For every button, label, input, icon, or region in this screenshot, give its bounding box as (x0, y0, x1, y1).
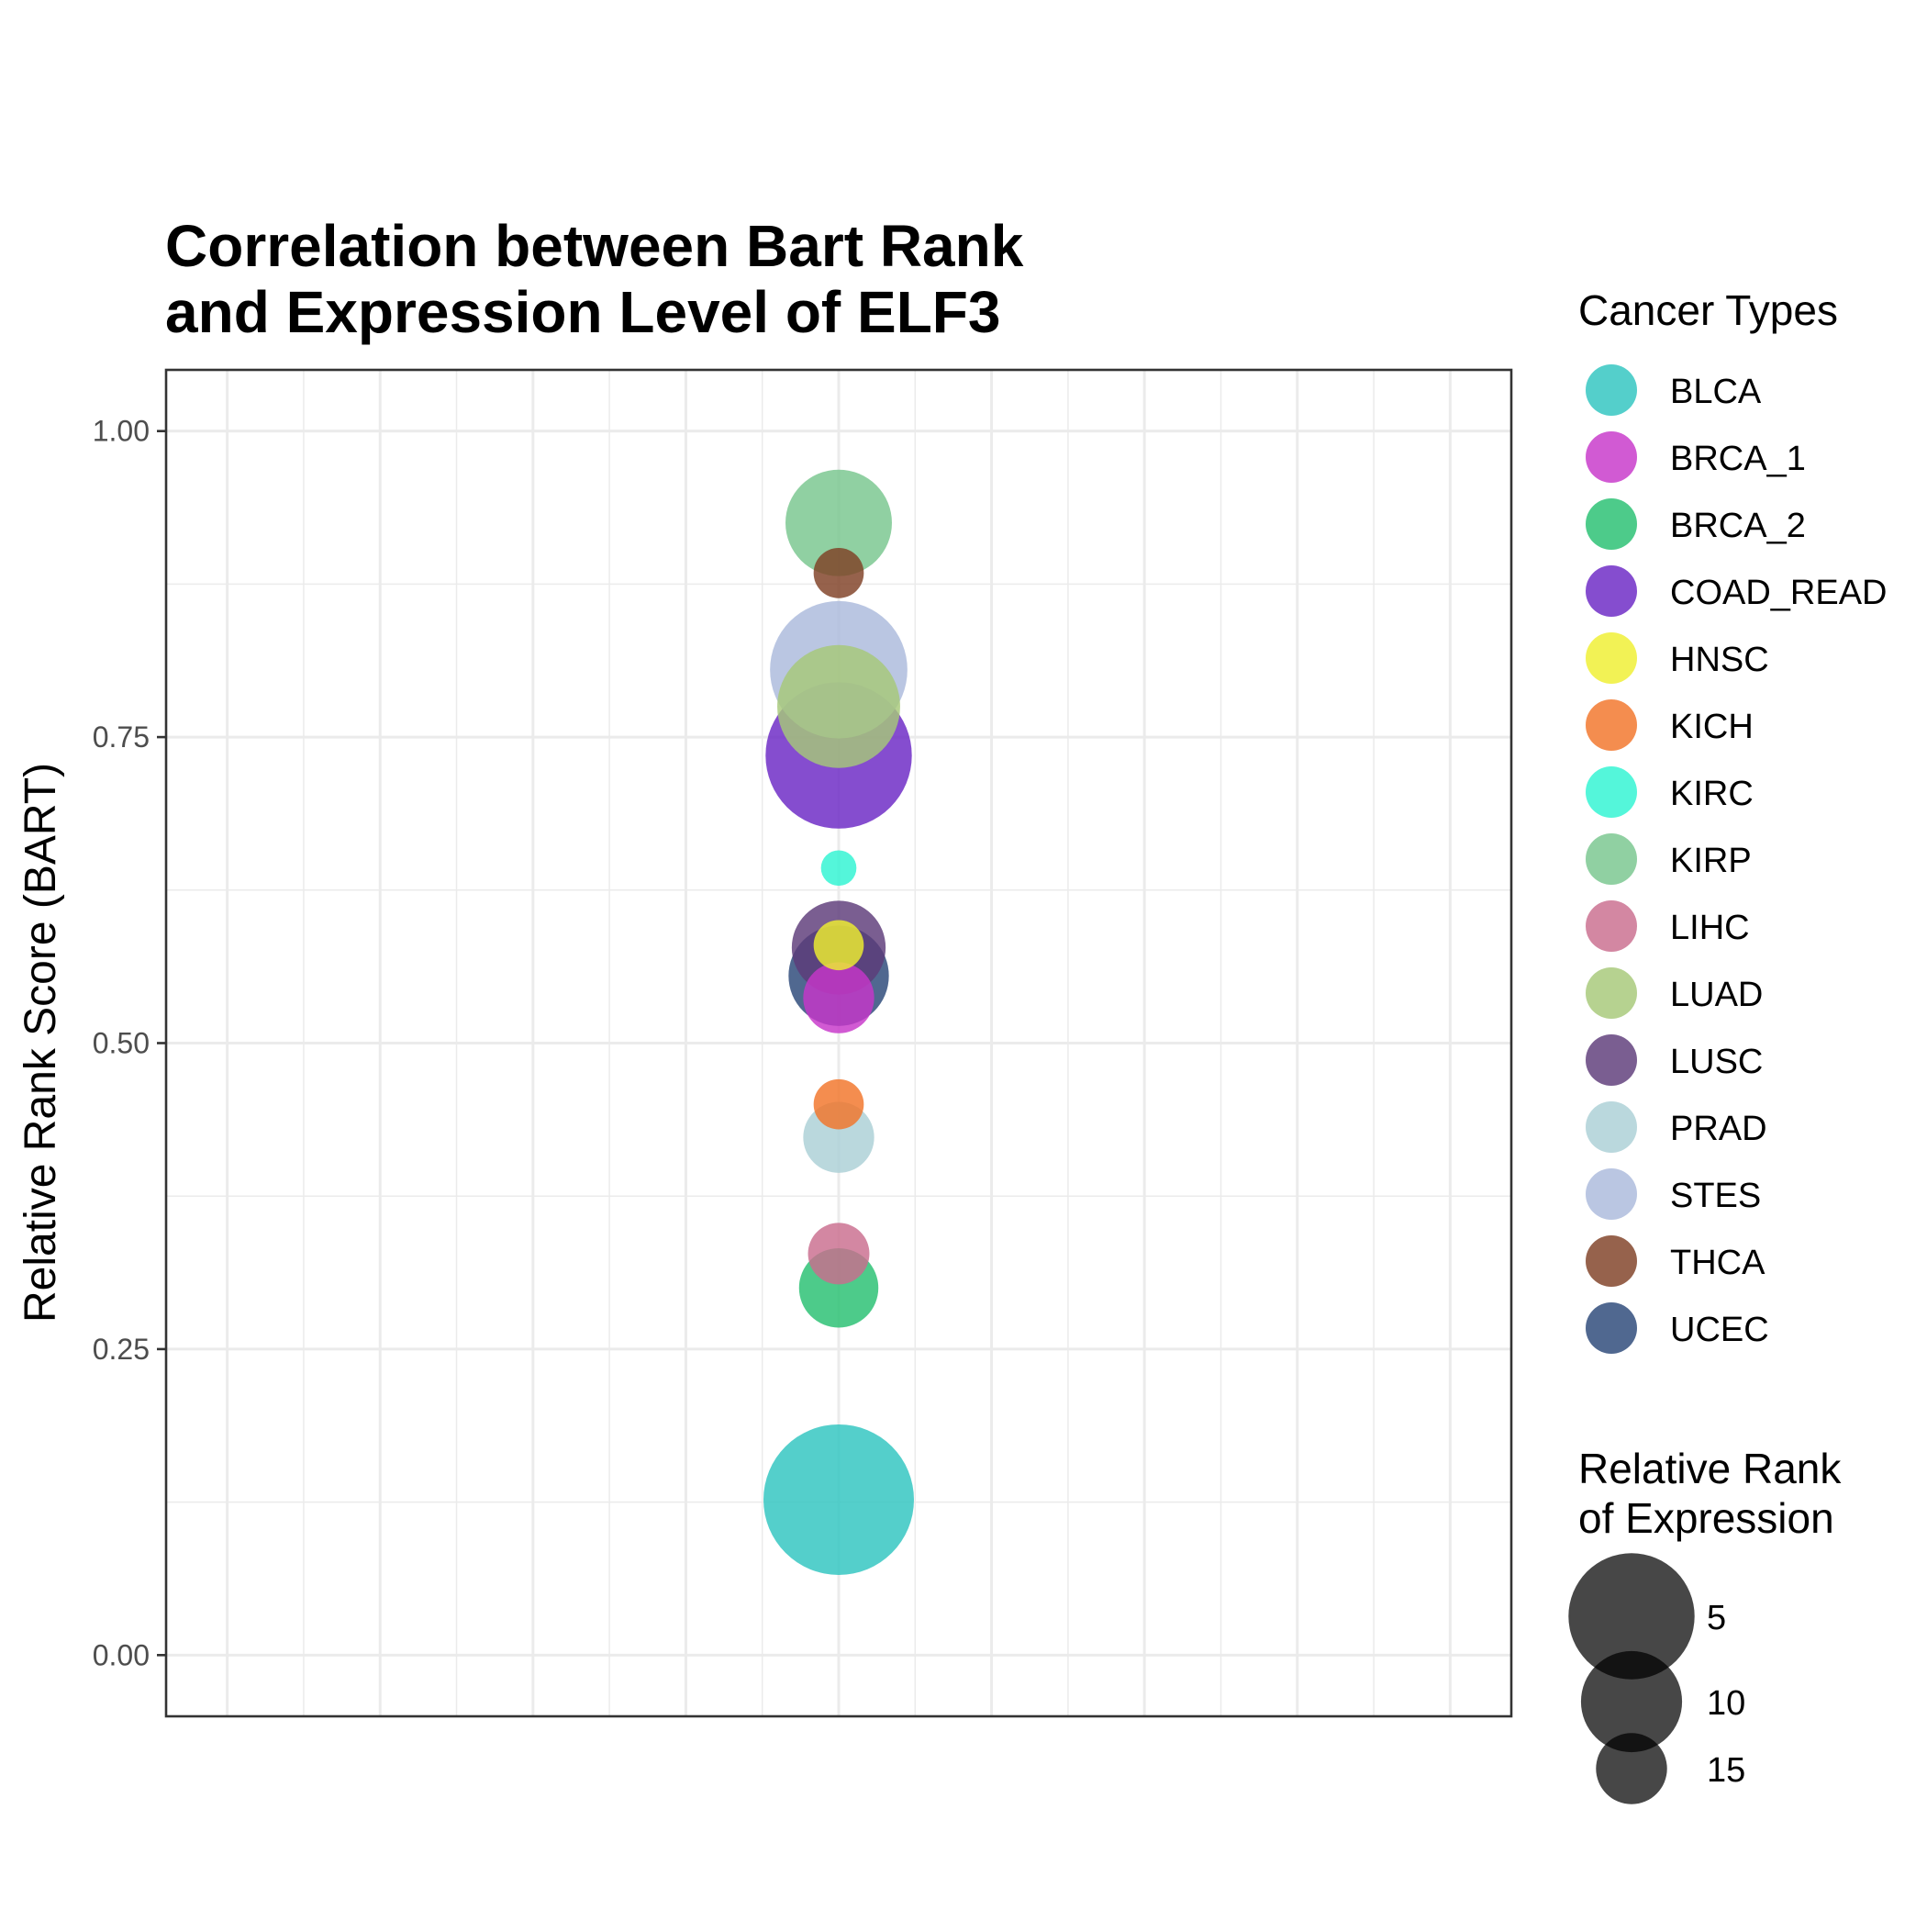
legend-label: LUSC (1670, 1043, 1763, 1081)
legend-label: KIRC (1670, 775, 1754, 813)
size-legend-label: 10 (1707, 1684, 1745, 1723)
legend-label: BRCA_1 (1670, 440, 1806, 478)
data-point-kirp (785, 469, 892, 576)
data-point-luad (777, 644, 900, 768)
color-legend: BLCA BRCA_1 BRCA_2 COAD_READ HNSC KICH KIRC KIR… (1586, 364, 1888, 1354)
legend-key-blca (1586, 364, 1637, 416)
legend-key-thca (1586, 1235, 1637, 1287)
legend-key-ucec (1586, 1302, 1637, 1354)
data-point-lihc (808, 1223, 870, 1285)
legend-label: HNSC (1670, 641, 1769, 679)
y-tick-label: 1.00 (93, 415, 150, 448)
legend-label: KICH (1670, 708, 1754, 746)
legend-label: PRAD (1670, 1110, 1767, 1148)
legend-key-prad (1586, 1101, 1637, 1153)
grid-layer (166, 370, 1511, 1716)
legend-key-kirc (1586, 766, 1637, 818)
legend-key-lihc (1586, 900, 1637, 952)
color-legend-title: Cancer Types (1578, 286, 1838, 334)
size-legend-key (1568, 1553, 1695, 1680)
legend-label: THCA (1670, 1244, 1765, 1282)
legend-label: LIHC (1670, 909, 1750, 947)
legend-key-kich (1586, 699, 1637, 751)
legend-label: BRCA_2 (1670, 507, 1806, 545)
size-legend-title-line-1: Relative Rank (1578, 1445, 1842, 1492)
legend-label: KIRP (1670, 842, 1752, 880)
legend-key-brca-1 (1586, 431, 1637, 483)
data-point-blca (763, 1424, 914, 1575)
legend-label: COAD_READ (1670, 574, 1888, 612)
size-legend-label: 15 (1707, 1751, 1745, 1790)
size-legend-key (1580, 1650, 1683, 1753)
legend-label: BLCA (1670, 373, 1762, 411)
data-point-kich (813, 1078, 864, 1130)
data-point-thca (813, 548, 864, 598)
legend-key-stes (1586, 1168, 1637, 1220)
y-tick-label: 0.25 (93, 1333, 150, 1366)
legend-key-brca-2 (1586, 498, 1637, 550)
y-tick-label: 0.00 (93, 1638, 150, 1671)
size-legend-title-line-2: of Expression (1578, 1494, 1834, 1542)
legend-key-kirp (1586, 833, 1637, 885)
legend-label: UCEC (1670, 1311, 1769, 1349)
legend-label: LUAD (1670, 976, 1763, 1014)
legend-label: STES (1670, 1177, 1761, 1215)
chart-title-line-1: Correlation between Bart Rank (165, 213, 1024, 279)
legend-key-hnsc (1586, 632, 1637, 684)
size-legend-label: 5 (1707, 1599, 1726, 1637)
legend-key-luad (1586, 967, 1637, 1019)
size-legend: 5 10 15 (1568, 1553, 1745, 1804)
legend-key-lusc (1586, 1034, 1637, 1086)
y-axis: 0.00 0.25 0.50 0.75 1.00 (93, 415, 166, 1671)
chart-title-line-2: and Expression Level of ELF3 (165, 279, 1000, 345)
data-point-brca-1 (803, 962, 874, 1033)
data-point-kirc (820, 850, 857, 887)
y-axis-title: Relative Rank Score (BART) (17, 763, 65, 1323)
points-layer (763, 469, 914, 1575)
y-tick-label: 0.75 (93, 720, 150, 754)
data-point-hnsc (813, 920, 864, 971)
y-tick-label: 0.50 (93, 1027, 150, 1060)
legend-key-coad-read (1586, 565, 1637, 617)
size-legend-key (1596, 1733, 1667, 1804)
